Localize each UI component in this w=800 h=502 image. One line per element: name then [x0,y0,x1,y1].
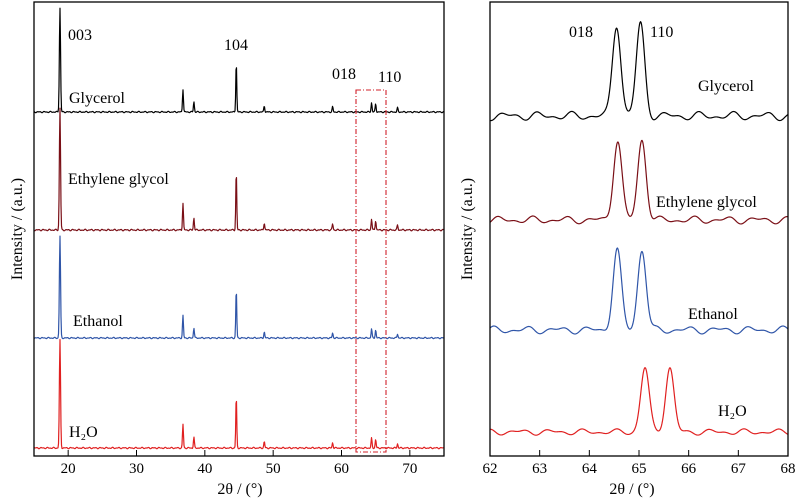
right-x-tick-label: 64 [582,461,598,477]
left-traces [33,7,445,450]
right-peak-label-018: 018 [569,24,593,41]
left-trace-2 [33,235,445,340]
right-peak-label-110: 110 [650,24,673,41]
right-series-label-ethylene-glycol: Ethylene glycol [656,194,757,211]
left-panel: 20 30 40 50 60 70 Intensity / (a.u.) 2θ / (°)… [9,1,445,498]
right-x-tick-label: 66 [681,461,697,477]
right-x-tick-label: 67 [731,461,747,477]
left-series-label-ethanol: Ethanol [73,313,123,330]
right-trace-2 [489,247,789,335]
right-x-axis-title: 2θ / (°) [609,481,654,498]
left-series-label-h2o: H₂O [69,424,98,441]
right-x-tick-label: 62 [483,461,498,477]
left-x-axis-title: 2θ / (°) [217,481,262,498]
left-x-ticks: 20 30 40 50 60 70 [61,450,417,477]
left-series-label-ethylene-glycol: Ethylene glycol [68,171,169,188]
right-trace-1 [489,139,789,225]
left-x-tick-label: 60 [334,461,349,477]
right-trace-0 [489,21,789,122]
left-axis-frame [33,1,445,457]
right-x-tick-label: 65 [632,461,647,477]
left-trace-0 [33,7,445,114]
left-series-label-glycerol: Glycerol [69,90,126,107]
right-x-tick-label: 63 [532,461,547,477]
left-x-tick-label: 70 [402,461,417,477]
left-x-tick-label: 40 [197,461,212,477]
peak-label-104: 104 [224,37,248,54]
right-series-label-h2o: H₂O [718,403,747,420]
right-trace-3 [489,367,789,436]
peak-label-003: 003 [68,27,92,44]
zoom-region-box [355,89,387,453]
peak-label-110: 110 [378,69,401,86]
right-series-label-glycerol: Glycerol [698,78,755,95]
right-panel: 62 63 64 65 66 67 68 Intensity / (a.u.) 2θ / (… [459,1,796,498]
left-trace-1 [33,107,445,232]
left-x-tick-label: 20 [61,461,76,477]
right-x-tick-label: 68 [781,461,796,477]
peak-label-018: 018 [332,66,356,83]
right-series-label-ethanol: Ethanol [688,306,738,323]
right-x-ticks: 62 63 64 65 66 67 68 [483,450,796,477]
right-traces [489,21,789,436]
left-x-tick-label: 30 [129,461,144,477]
right-axis-frame [489,1,789,457]
left-y-axis-title: Intensity / (a.u.) [9,178,26,280]
left-trace-3 [33,338,445,450]
left-x-tick-label: 50 [266,461,281,477]
right-y-axis-title: Intensity / (a.u.) [459,178,476,280]
